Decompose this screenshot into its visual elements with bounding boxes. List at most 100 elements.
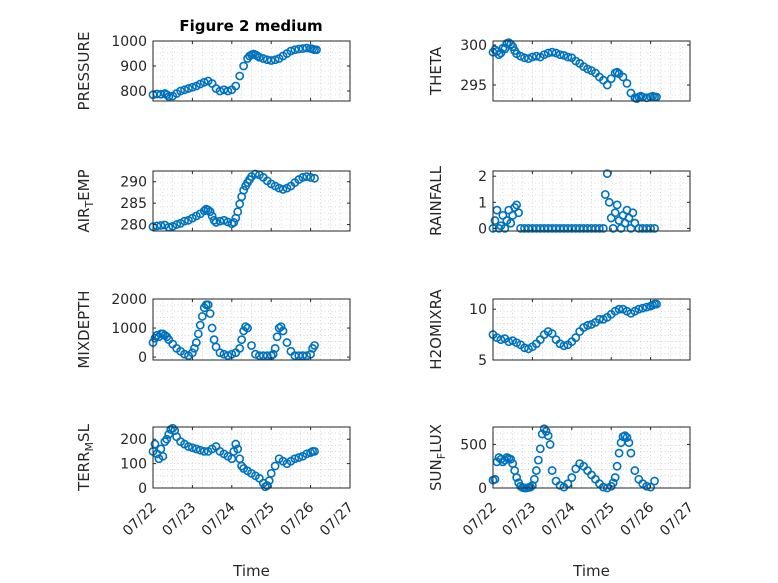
data-point — [191, 444, 201, 454]
x-tick-label: 07/22 — [460, 500, 500, 540]
data-point — [270, 55, 280, 65]
y-axis-label: SUNFLUX — [427, 424, 448, 491]
y-tick-label: 1000 — [111, 321, 147, 337]
data-point — [235, 454, 245, 464]
y-tick-label: 100 — [120, 457, 147, 473]
y-tick-label: 900 — [120, 59, 147, 75]
data-point — [266, 56, 276, 65]
data-point — [298, 351, 308, 361]
data-point — [262, 351, 272, 361]
data-point — [251, 169, 260, 179]
x-tick-label: 07/23 — [159, 500, 199, 540]
data-point — [223, 351, 233, 361]
y-tick-label: 0 — [138, 481, 147, 497]
data-point — [547, 466, 557, 475]
data-point — [286, 46, 296, 56]
subplot-7: 0 100 200 07/22 07/23 07/24 07/25 07/26 07/27 Tim… — [75, 423, 357, 580]
data-point — [583, 321, 592, 330]
y-tick-label: 200 — [120, 432, 147, 448]
data-point — [551, 48, 561, 58]
data-point — [243, 323, 252, 333]
data-point — [555, 50, 565, 59]
data-point — [500, 44, 510, 54]
axes-frame — [492, 426, 691, 489]
data-point — [650, 476, 659, 486]
data-point — [310, 446, 319, 456]
data-point — [526, 482, 535, 492]
data-point — [512, 200, 522, 210]
y-axis-label: MIXDEPTH — [75, 290, 93, 368]
data-point — [162, 434, 172, 444]
data-point — [187, 82, 197, 92]
data-point — [618, 72, 628, 82]
data-point — [150, 439, 160, 449]
data-point — [237, 335, 247, 345]
y-tick-label: 1000 — [111, 34, 147, 50]
y-axis-label: AIRTEMP — [75, 169, 96, 232]
data-point — [195, 320, 205, 330]
data-point — [294, 453, 304, 462]
data-point — [209, 215, 219, 225]
subplot-8: 0 500 07/22 07/23 07/24 07/25 07/26 07/27 Time SU… — [427, 424, 697, 580]
y-tick-label: 500 — [460, 437, 487, 453]
y-tick-label: 0 — [138, 350, 147, 366]
data-point — [180, 349, 189, 359]
data-point — [290, 45, 300, 55]
x-tick-label: 07/24 — [199, 499, 239, 539]
data-point — [187, 443, 197, 453]
data-point — [156, 221, 166, 230]
data-point — [630, 466, 640, 475]
axes-frame — [492, 170, 691, 232]
data-point — [176, 86, 185, 96]
data-point — [510, 466, 520, 475]
x-axis-label: Time — [572, 562, 610, 580]
subplot-2: 295 300 THETA — [427, 38, 691, 103]
axes-frame — [492, 40, 691, 102]
data-point — [598, 223, 608, 233]
data-point — [626, 448, 636, 458]
data-point — [276, 322, 286, 331]
data-point — [168, 423, 178, 433]
data-point — [197, 312, 207, 321]
x-tick-label: 07/27 — [317, 500, 357, 540]
axes-frame — [152, 40, 351, 102]
data-point — [608, 478, 618, 488]
data-point — [203, 205, 213, 215]
data-point — [282, 338, 292, 347]
y-tick-label: 5 — [478, 353, 487, 369]
data-point — [563, 479, 573, 489]
data-point — [539, 50, 549, 59]
data-point — [563, 52, 573, 62]
data-point — [205, 207, 215, 217]
data-point — [180, 216, 189, 226]
data-point — [164, 92, 174, 101]
subplot-1: 800 900 1000 PRESSURE — [75, 32, 351, 110]
data-point — [634, 304, 644, 314]
data-point — [612, 67, 622, 77]
y-tick-label: 295 — [460, 78, 487, 94]
y-axis-label: RAINFALL — [427, 165, 445, 236]
data-point — [310, 341, 319, 350]
y-tick-label: 800 — [120, 84, 147, 100]
data-point — [184, 442, 193, 451]
data-point — [235, 199, 245, 209]
data-point — [494, 50, 504, 59]
data-point — [199, 446, 209, 456]
data-point — [547, 47, 557, 57]
data-point — [604, 197, 614, 207]
data-point — [612, 200, 622, 210]
data-point — [231, 439, 241, 449]
data-point — [310, 173, 319, 183]
data-point — [239, 61, 249, 71]
y-tick-label: 2 — [478, 169, 487, 185]
data-point — [545, 440, 555, 449]
data-point — [594, 314, 604, 324]
data-point — [268, 349, 278, 359]
data-point — [500, 223, 510, 233]
y-axis-label: TERRMSL — [75, 423, 96, 492]
data-point — [189, 343, 199, 353]
data-point — [516, 51, 525, 61]
data-point — [160, 437, 170, 447]
